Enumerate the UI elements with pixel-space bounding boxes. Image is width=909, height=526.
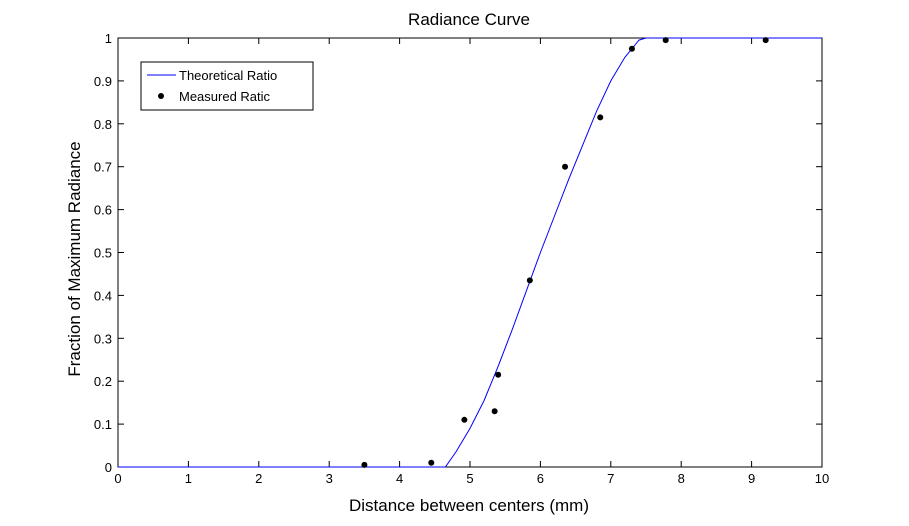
y-tick-label: 0.9 (94, 74, 112, 89)
theoretical-ratio-line (118, 37, 822, 468)
chart-title: Radiance Curve (408, 10, 530, 29)
y-tick-label: 0.2 (94, 374, 112, 389)
measured-point (526, 277, 533, 284)
legend-label: Measured Ratic (179, 89, 271, 104)
legend-box (140, 61, 314, 111)
measured-point (361, 461, 368, 468)
y-tick-label: 0.1 (94, 417, 112, 432)
x-tick-label: 7 (607, 471, 614, 486)
y-tick-label: 1 (105, 31, 112, 46)
measured-point (597, 114, 604, 121)
x-tick-label: 8 (678, 471, 685, 486)
x-tick-label: 5 (466, 471, 473, 486)
measured-point (428, 459, 435, 466)
measured-point (495, 371, 502, 378)
measured-point (562, 163, 569, 170)
x-tick-label: 3 (326, 471, 333, 486)
x-tick-label: 10 (815, 471, 829, 486)
y-tick-label: 0.3 (94, 331, 112, 346)
series-layer (118, 37, 822, 468)
x-axis-label: Distance between centers (mm) (349, 496, 589, 515)
measured-point (461, 416, 468, 423)
y-tick-label: 0.6 (94, 203, 112, 218)
y-axis-label: Fraction of Maximum Radiance (65, 141, 84, 376)
legend: Theoretical Ratio Measured Ratic (140, 61, 314, 111)
measured-point (662, 37, 669, 44)
y-tick-label: 0.4 (94, 288, 112, 303)
legend-marker-swatch (158, 93, 164, 99)
y-tick-label: 0 (105, 460, 112, 475)
x-tick-label: 9 (748, 471, 755, 486)
x-tick-label: 6 (537, 471, 544, 486)
measured-point (628, 45, 635, 52)
y-tick-label: 0.7 (94, 160, 112, 175)
legend-label: Theoretical Ratio (179, 68, 277, 83)
measured-point (491, 408, 498, 415)
x-tick-label: 0 (114, 471, 121, 486)
x-ticks: 0 1 2 3 4 5 6 7 8 9 10 (114, 38, 829, 486)
x-tick-label: 2 (255, 471, 262, 486)
x-tick-label: 4 (396, 471, 403, 486)
y-tick-label: 0.5 (94, 246, 112, 261)
y-tick-label: 0.8 (94, 117, 112, 132)
x-tick-label: 1 (185, 471, 192, 486)
measured-point (762, 37, 769, 44)
y-ticks: 0 0.1 0.2 0.3 0.4 0.5 0.6 0.7 0.8 0.9 1 (94, 31, 822, 475)
